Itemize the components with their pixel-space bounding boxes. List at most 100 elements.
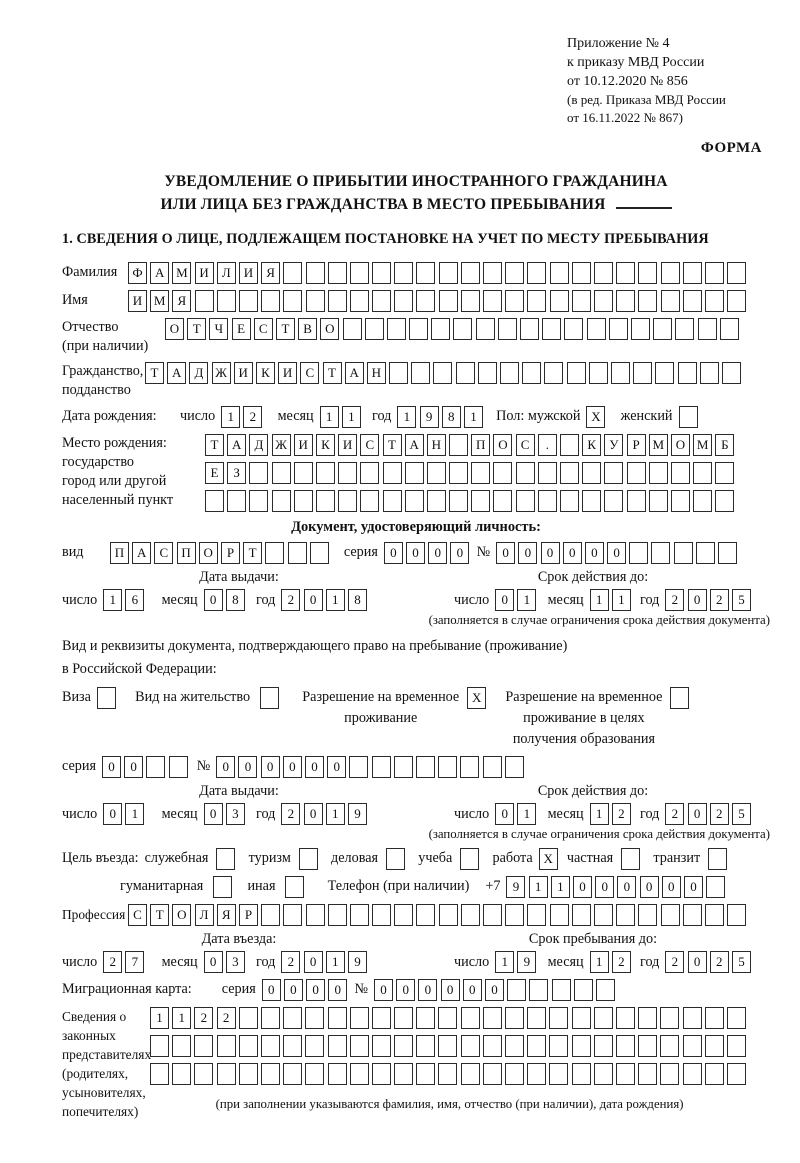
char-cell[interactable] — [283, 1035, 303, 1057]
char-cell[interactable] — [604, 462, 624, 484]
char-cell[interactable]: 0 — [305, 756, 325, 778]
char-cell[interactable]: И — [238, 262, 258, 284]
char-cell[interactable] — [704, 904, 724, 926]
char-cell[interactable] — [285, 876, 305, 898]
char-cell[interactable]: 1 — [517, 589, 537, 611]
char-cell[interactable] — [615, 1063, 635, 1085]
char-cell[interactable] — [682, 1063, 702, 1085]
char-cell[interactable] — [727, 290, 747, 312]
char-cell[interactable] — [360, 490, 380, 512]
char-cell[interactable] — [726, 1035, 746, 1057]
char-cell[interactable]: 0 — [328, 979, 348, 1001]
char-cell[interactable] — [726, 1063, 746, 1085]
char-cell[interactable] — [505, 1007, 524, 1029]
char-cell[interactable] — [453, 318, 473, 340]
char-cell[interactable]: 0 — [518, 542, 538, 564]
char-cell[interactable] — [505, 262, 525, 284]
char-cell[interactable] — [520, 318, 539, 340]
char-cell[interactable] — [261, 904, 281, 926]
char-cell[interactable]: 1 — [463, 406, 483, 428]
char-cell[interactable] — [372, 290, 392, 312]
char-cell[interactable] — [283, 1007, 303, 1029]
char-cell[interactable] — [626, 462, 646, 484]
char-cell[interactable] — [471, 462, 491, 484]
char-cell[interactable]: 1 — [325, 951, 345, 973]
char-cell[interactable] — [394, 1007, 414, 1029]
char-cell[interactable] — [449, 462, 469, 484]
char-cell[interactable] — [371, 1035, 391, 1057]
char-cell[interactable] — [482, 1007, 502, 1029]
char-cell[interactable] — [477, 362, 497, 384]
char-cell[interactable] — [194, 1035, 214, 1057]
char-cell[interactable] — [515, 490, 535, 512]
char-cell[interactable] — [260, 1007, 280, 1029]
char-cell[interactable]: А — [227, 434, 247, 456]
char-cell[interactable] — [549, 290, 569, 312]
char-cell[interactable]: 0 — [124, 756, 144, 778]
char-cell[interactable]: 1 — [325, 589, 345, 611]
char-cell[interactable] — [715, 490, 735, 512]
char-cell[interactable] — [638, 262, 658, 284]
char-cell[interactable]: 0 — [261, 979, 281, 1001]
char-cell[interactable]: М — [648, 434, 668, 456]
char-cell[interactable] — [677, 362, 697, 384]
char-cell[interactable] — [265, 542, 285, 564]
char-cell[interactable]: 2 — [709, 589, 729, 611]
char-cell[interactable] — [168, 756, 188, 778]
char-cell[interactable]: 0 — [584, 542, 604, 564]
char-cell[interactable]: 2 — [611, 803, 631, 825]
char-cell[interactable] — [338, 462, 358, 484]
char-cell[interactable] — [560, 434, 579, 456]
char-cell[interactable]: Я — [172, 290, 192, 312]
char-cell[interactable]: 0 — [303, 589, 323, 611]
char-cell[interactable] — [460, 1063, 480, 1085]
char-cell[interactable] — [593, 262, 613, 284]
char-cell[interactable] — [305, 290, 325, 312]
char-cell[interactable] — [615, 1007, 635, 1029]
char-cell[interactable]: 2 — [709, 951, 729, 973]
char-cell[interactable]: М — [693, 434, 713, 456]
char-cell[interactable] — [433, 362, 453, 384]
char-cell[interactable]: А — [132, 542, 152, 564]
char-cell[interactable] — [260, 1063, 280, 1085]
char-cell[interactable] — [582, 462, 602, 484]
char-cell[interactable]: 3 — [225, 951, 245, 973]
char-cell[interactable] — [426, 462, 446, 484]
char-cell[interactable] — [721, 362, 741, 384]
char-cell[interactable]: . — [537, 434, 557, 456]
char-cell[interactable]: 1 — [517, 803, 537, 825]
char-cell[interactable]: С — [300, 362, 320, 384]
char-cell[interactable]: 0 — [283, 979, 303, 1001]
char-cell[interactable]: 0 — [617, 876, 637, 898]
char-cell[interactable]: Ж — [271, 434, 291, 456]
char-cell[interactable] — [150, 1035, 169, 1057]
char-cell[interactable] — [315, 462, 335, 484]
char-cell[interactable] — [438, 1035, 458, 1057]
char-cell[interactable]: С — [360, 434, 380, 456]
char-cell[interactable] — [416, 904, 436, 926]
char-cell[interactable]: Е — [231, 318, 251, 340]
char-cell[interactable]: 0 — [450, 542, 470, 564]
char-cell[interactable]: 9 — [517, 951, 537, 973]
char-cell[interactable] — [404, 462, 424, 484]
char-cell[interactable]: С — [515, 434, 535, 456]
char-cell[interactable] — [338, 490, 358, 512]
char-cell[interactable] — [616, 290, 636, 312]
char-cell[interactable]: 0 — [203, 589, 223, 611]
char-cell[interactable] — [571, 1007, 591, 1029]
char-cell[interactable] — [493, 462, 513, 484]
char-cell[interactable]: О — [165, 318, 184, 340]
char-cell[interactable] — [349, 1007, 369, 1029]
char-cell[interactable] — [416, 1063, 436, 1085]
char-cell[interactable] — [298, 848, 318, 870]
char-cell[interactable]: 0 — [383, 542, 403, 564]
char-cell[interactable]: 2 — [611, 951, 631, 973]
char-cell[interactable] — [409, 318, 429, 340]
char-cell[interactable] — [638, 1063, 658, 1085]
char-cell[interactable] — [615, 1035, 635, 1057]
char-cell[interactable] — [571, 1063, 591, 1085]
char-cell[interactable] — [438, 262, 458, 284]
char-cell[interactable] — [389, 362, 409, 384]
char-cell[interactable] — [249, 490, 269, 512]
char-cell[interactable] — [629, 542, 649, 564]
